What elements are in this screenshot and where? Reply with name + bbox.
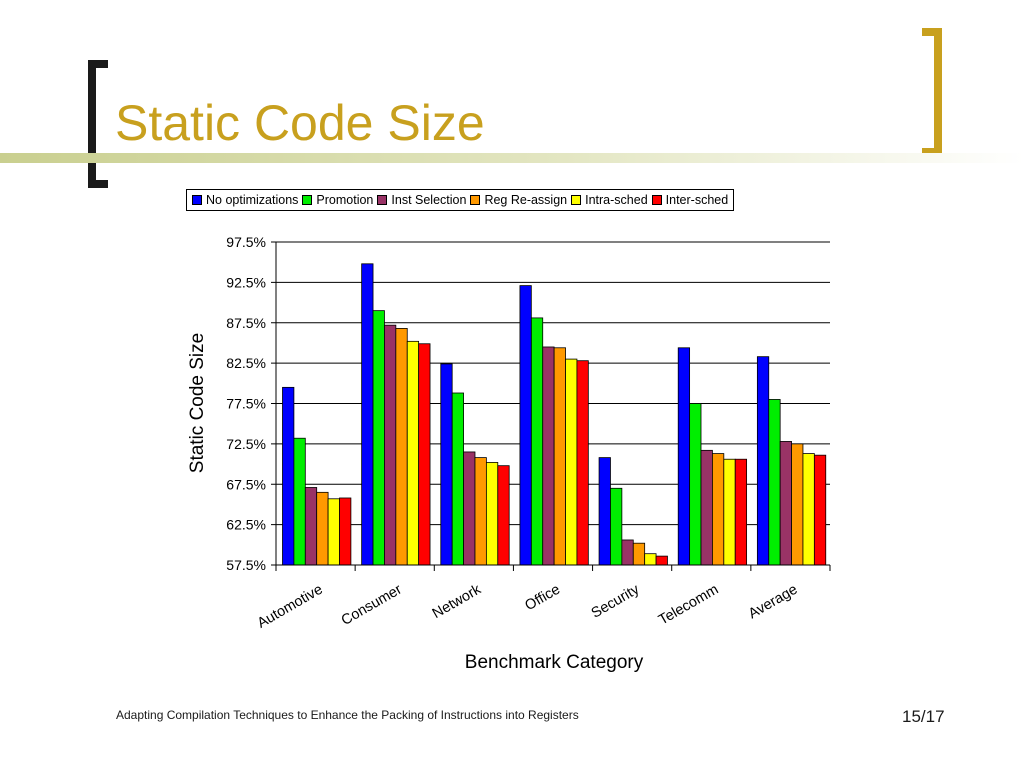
bar [485,462,499,566]
x-axis-title: Benchmark Category [465,652,644,673]
bar [598,457,611,566]
bar [406,340,420,566]
legend-item: No optimizations [192,193,298,207]
bar [395,328,408,566]
bar [610,487,623,566]
legend-swatch [302,195,313,205]
bar [734,458,748,566]
legend-label: Inter-sched [665,193,729,207]
y-tick-label: 97.5% [226,234,266,250]
legend-item: Promotion [302,193,373,207]
bar [677,347,691,566]
y-tick-label: 87.5% [226,315,266,331]
bar [497,465,510,566]
legend-swatch [571,195,582,205]
bar [372,310,385,566]
legend-label: Reg Re-assign [484,193,568,207]
bar [644,553,657,566]
bar [542,346,555,566]
x-tick-label: Telecomm [656,582,721,629]
bar [791,443,804,566]
labels: 57.5% 62.5% 67.5% 72.5% 77.5% 82.5% 87.5% 92.5%… [226,234,800,632]
bar [530,317,544,566]
legend-swatch [651,195,662,205]
bar [723,458,736,566]
bar [813,454,827,566]
bar [463,451,476,566]
bar [565,358,578,566]
bar [440,363,453,566]
bar [689,403,702,566]
y-tick-label: 67.5% [226,476,266,492]
footer-text: Adapting Compilation Techniques to Enhan… [116,708,579,722]
legend-item: Intra-sched [571,193,648,207]
axes [271,241,831,571]
y-tick-label: 92.5% [226,274,266,290]
bar [327,498,340,566]
x-tick-label: Consumer [339,582,405,629]
x-tick-label: Office [522,582,563,615]
x-tick-label: Average [746,582,801,623]
y-tick-label: 77.5% [226,396,266,412]
bar [316,491,329,566]
chart-legend: No optimizations Promotion Inst Selection R… [186,189,735,211]
legend-item: Reg Re-assign [470,193,567,207]
bar [384,324,397,566]
page-number: 15/17 [902,707,945,726]
slide-title: Static Code Size [115,95,485,151]
bar [474,457,487,566]
bar [519,285,532,566]
legend-swatch [192,195,202,205]
bar [293,437,306,566]
bar [304,487,318,566]
bar [756,356,770,566]
legend-label: Promotion [316,193,374,207]
title-underline-band [0,153,1024,163]
legend-item: Inter-sched [651,193,729,207]
bar [418,343,431,566]
bar [779,441,792,566]
bar [632,542,646,566]
bar [802,453,815,566]
left-bracket-decoration [88,60,108,188]
legend-label: Inst Selection [391,193,467,207]
legend-swatch [377,195,388,205]
bars [282,263,827,566]
y-tick-label: 57.5% [226,557,266,573]
x-tick-label: Network [430,581,485,622]
bar [768,399,781,566]
bar [282,386,295,566]
y-axis-title: Static Code Size [187,333,208,473]
y-tick-label: 72.5% [226,436,266,452]
bar [553,347,566,566]
legend-label: Intra-sched [585,193,648,207]
bar [655,555,668,566]
bar [451,392,464,566]
y-tick-label: 82.5% [226,355,266,371]
legend-item: Inst Selection [377,193,466,207]
bar [700,449,713,566]
bar [361,263,374,566]
bar [712,453,725,566]
legend-label: No optimizations [206,193,299,207]
y-tick-label: 62.5% [226,517,266,533]
bar [576,360,589,566]
bar [621,539,634,566]
bar [339,497,352,566]
x-tick-label: Security [589,581,643,621]
right-bracket-decoration [922,28,942,156]
legend-swatch [470,195,481,205]
x-tick-label: Automotive [255,582,326,632]
